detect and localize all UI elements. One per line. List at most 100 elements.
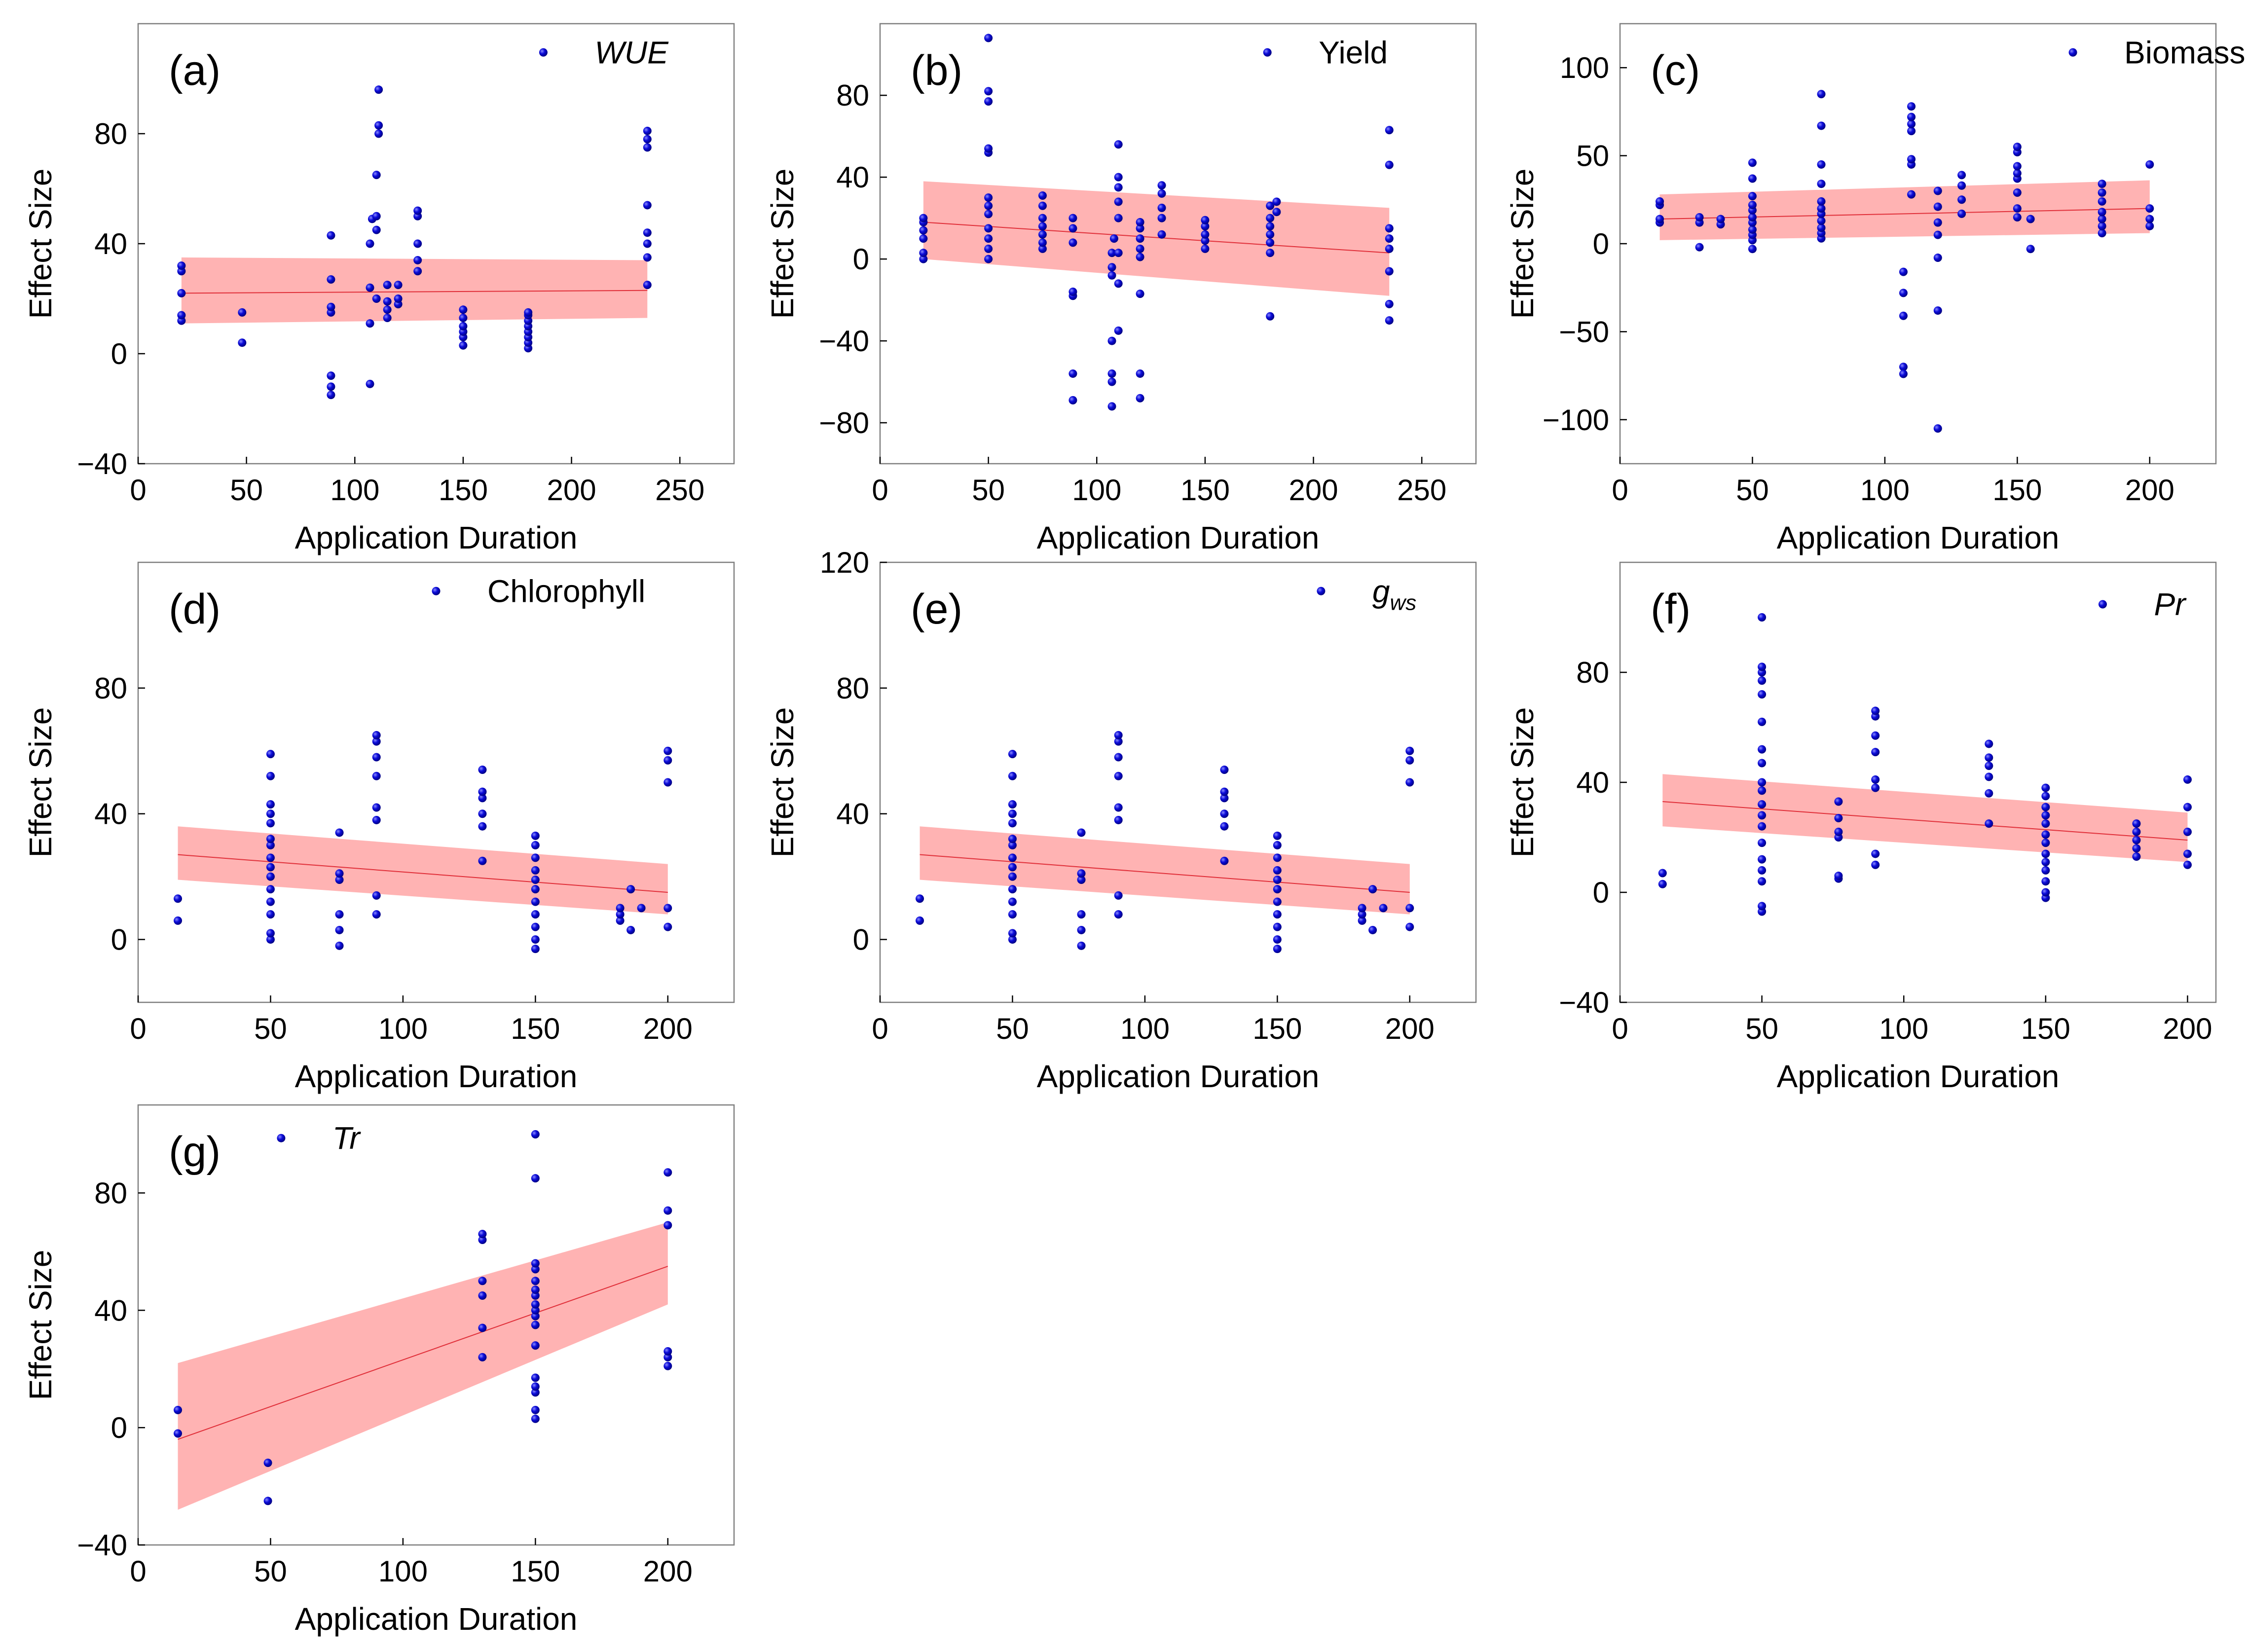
data-point	[1114, 326, 1123, 335]
data-point	[1077, 941, 1086, 950]
data-point	[1038, 222, 1047, 231]
data-point	[1834, 797, 1843, 806]
data-point	[1220, 766, 1229, 774]
data-point	[1933, 230, 1942, 239]
data-point	[531, 1291, 540, 1300]
data-point	[372, 815, 381, 824]
data-point	[1114, 279, 1123, 288]
data-point	[1656, 197, 1664, 206]
data-point	[238, 338, 247, 347]
data-point	[372, 771, 381, 780]
data-point	[1114, 197, 1123, 206]
data-point	[1379, 904, 1388, 913]
data-point	[1008, 853, 1017, 862]
data-point	[531, 1414, 540, 1423]
legend-marker	[1317, 587, 1326, 595]
data-point	[478, 1236, 487, 1245]
data-point	[1136, 253, 1144, 261]
data-point	[1266, 222, 1275, 231]
data-point	[1957, 209, 1966, 218]
data-point	[531, 897, 540, 906]
panel-label: (c)	[1651, 47, 1700, 94]
data-point	[2132, 844, 2141, 853]
legend-label: Chlorophyll	[487, 573, 645, 609]
plot-frame	[879, 561, 1477, 1003]
y-tick-label: 80	[836, 79, 869, 112]
x-tick-label: 150	[439, 474, 488, 507]
data-point	[1266, 230, 1275, 239]
data-point	[1985, 762, 1993, 771]
data-point	[478, 1323, 487, 1332]
data-point	[1201, 236, 1210, 245]
x-tick-label: 150	[511, 1012, 560, 1045]
data-point	[2041, 830, 2050, 839]
data-point	[2132, 852, 2141, 861]
data-point	[1658, 880, 1667, 888]
data-point	[637, 904, 646, 913]
data-point	[266, 910, 275, 919]
data-point	[1008, 841, 1017, 849]
data-point	[1758, 855, 1767, 864]
data-point	[1656, 215, 1664, 223]
legend-marker	[432, 587, 441, 595]
data-point	[1405, 778, 1414, 787]
data-point	[1077, 910, 1086, 919]
data-point	[1748, 174, 1757, 183]
data-point	[1136, 369, 1144, 378]
data-point	[1107, 369, 1116, 378]
data-point	[663, 1353, 672, 1361]
data-point	[1008, 819, 1017, 828]
data-point	[1008, 750, 1017, 759]
data-point	[1385, 244, 1394, 253]
data-point	[263, 1458, 272, 1467]
data-point	[919, 226, 928, 235]
data-point	[2183, 827, 2192, 836]
y-axis-title: Effect Size	[23, 707, 58, 858]
data-point	[1114, 910, 1123, 919]
data-point	[663, 1361, 672, 1370]
data-point	[478, 1277, 487, 1285]
y-tick-label: 100	[1560, 51, 1609, 84]
data-point	[1748, 245, 1757, 254]
data-point	[327, 275, 335, 284]
data-point	[174, 1405, 183, 1414]
data-point	[1985, 739, 1993, 748]
data-point	[459, 305, 468, 314]
panel-d: 0 50 100 150 200 0 40 80 Application Duration Eff…	[23, 561, 735, 1094]
x-tick-label: 50	[254, 1012, 287, 1045]
data-point	[2013, 169, 2022, 178]
data-point	[531, 853, 540, 862]
data-point	[1834, 827, 1843, 836]
data-point	[1899, 311, 1908, 320]
data-point	[1748, 225, 1757, 234]
data-point	[919, 214, 928, 222]
data-point	[478, 822, 487, 831]
data-point	[1716, 215, 1725, 223]
data-point	[478, 809, 487, 818]
data-point	[1907, 127, 1916, 136]
data-point	[984, 244, 993, 253]
data-point	[2041, 783, 2050, 792]
data-point	[366, 283, 374, 292]
x-tick-label: 200	[2125, 474, 2174, 507]
data-point	[1266, 238, 1275, 247]
data-point	[1817, 217, 1826, 225]
x-tick-label: 200	[643, 1555, 693, 1588]
data-point	[1008, 809, 1017, 818]
data-point	[1220, 787, 1229, 796]
data-point	[1758, 613, 1767, 622]
data-point	[1933, 218, 1942, 227]
data-point	[1758, 811, 1767, 820]
data-point	[2041, 803, 2050, 811]
data-point	[1871, 748, 1880, 757]
data-point	[1957, 171, 1966, 180]
data-point	[1817, 180, 1826, 188]
legend-label: Biomass	[2124, 35, 2245, 70]
data-point	[1871, 706, 1880, 715]
x-tick-label: 0	[130, 1555, 146, 1588]
data-point	[1068, 214, 1077, 222]
data-point	[626, 885, 635, 894]
data-point	[531, 1341, 540, 1350]
data-point	[1114, 249, 1123, 257]
data-point	[1157, 214, 1166, 222]
